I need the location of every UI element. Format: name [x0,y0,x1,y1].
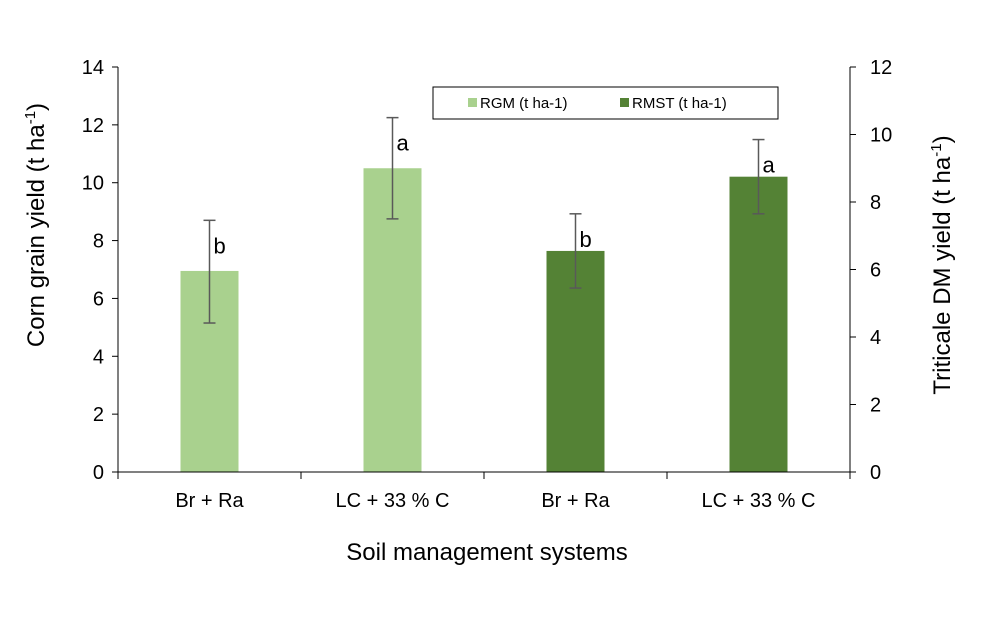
y-tick-label-left: 8 [93,231,104,253]
legend-label-rmst: RMST (t ha-1) [632,95,727,112]
legend-swatch-rgm [468,98,477,107]
significance-label: a [397,131,410,156]
y-tick-label-left: 10 [82,173,104,195]
axes-layer: 0 2 4 6 8 10 12 14 0 2 4 6 8 10 12 Br + Ra LC + 33 % C Br… [82,57,893,512]
y-axis-title-right-suffix: ) [929,135,956,143]
y-axis-title-left-main: Corn grain yield (t ha [23,124,50,347]
y-axis-title-left: Corn grain yield (t ha-1) [22,103,50,347]
y-axis-title-left-suffix: ) [23,103,50,111]
significance-label: b [214,233,226,258]
y-tick-label-right: 8 [870,192,881,214]
y-axis-title-right: Triticale DM yield (t ha-1) [928,135,956,394]
y-tick-label-right: 0 [870,462,881,484]
y-tick-label-right: 2 [870,395,881,417]
y-tick-label-left: 14 [82,57,104,79]
y-tick-label-right: 12 [870,57,892,79]
bar [729,176,788,472]
y-tick-label-left: 4 [93,346,104,368]
y-tick-label-left: 0 [93,462,104,484]
bars-layer: b a b a [180,116,788,472]
y-tick-label-left: 12 [82,115,104,137]
significance-label: a [763,153,776,178]
y-axis-title-right-main: Triticale DM yield (t ha [929,156,956,394]
y-tick-label-right: 4 [870,327,881,349]
significance-label: b [580,227,592,252]
x-tick-label: LC + 33 % C [336,490,450,512]
y-tick-label-right: 6 [870,260,881,282]
x-tick-label: Br + Ra [175,490,244,512]
legend: RGM (t ha-1) RMST (t ha-1) [432,86,779,120]
x-tick-label: Br + Ra [541,490,610,512]
y-tick-label-left: 6 [93,288,104,310]
legend-label-rgm: RGM (t ha-1) [480,95,568,112]
y-tick-label-right: 10 [870,125,892,147]
y-tick-label-left: 2 [93,404,104,426]
y-axis-title-left-sup: -1 [22,111,39,124]
x-tick-label: LC + 33 % C [702,490,816,512]
legend-swatch-rmst [620,98,629,107]
x-axis-title: Soil management systems [346,539,627,566]
y-axis-title-right-sup: -1 [928,143,945,156]
legend-box [432,86,779,120]
